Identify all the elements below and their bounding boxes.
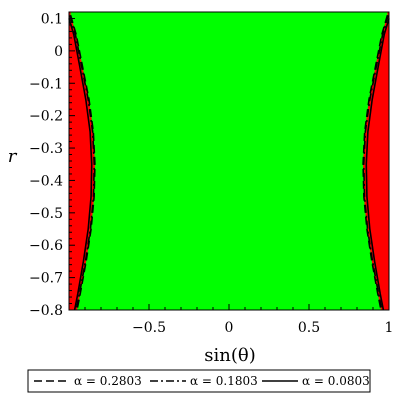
plot-area bbox=[68, 12, 390, 311]
inside-region bbox=[70, 12, 388, 310]
boundary-curve-left-series-1 bbox=[69, 15, 96, 311]
y-tick-label: −0.3 bbox=[29, 141, 63, 157]
x-tick-label: 0 bbox=[225, 320, 234, 336]
x-tick-label: −0.5 bbox=[132, 320, 166, 336]
legend-label: α = 0.2803 bbox=[74, 374, 142, 388]
y-tick-label: −0.7 bbox=[29, 271, 63, 287]
y-tick-label: 0.1 bbox=[41, 11, 63, 27]
x-tick-label: 1 bbox=[385, 320, 394, 336]
legend-label: α = 0.1803 bbox=[190, 374, 258, 388]
boundary-curve-left-series-2 bbox=[68, 18, 93, 311]
y-axis-ticks: 0.1 0 −0.1 −0.2 −0.3 −0.4 −0.5 −0.6 −0.7 −0.8 bbox=[29, 11, 75, 319]
legend: α = 0.2803 α = 0.1803 α = 0.0803 bbox=[27, 369, 371, 393]
y-tick-label: −0.5 bbox=[29, 206, 63, 222]
y-tick-label: −0.4 bbox=[29, 173, 63, 189]
y-tick-label: −0.2 bbox=[29, 109, 63, 125]
y-tick-label: −0.6 bbox=[29, 238, 63, 254]
x-tick-label: 0.5 bbox=[298, 320, 320, 336]
boundary-curve-right-series-2 bbox=[365, 18, 390, 311]
legend-box bbox=[27, 369, 371, 393]
x-axis-label: sin(θ) bbox=[204, 345, 255, 366]
y-tick-label: −0.8 bbox=[29, 303, 63, 319]
y-axis-label: r bbox=[8, 146, 18, 167]
y-tick-label: 0 bbox=[54, 44, 63, 60]
x-axis-ticks: −0.5 0 0.5 1 bbox=[68, 304, 394, 336]
legend-label: α = 0.0803 bbox=[302, 374, 370, 388]
y-tick-label: −0.1 bbox=[29, 76, 63, 92]
boundary-curve-right-series-1 bbox=[362, 15, 389, 311]
